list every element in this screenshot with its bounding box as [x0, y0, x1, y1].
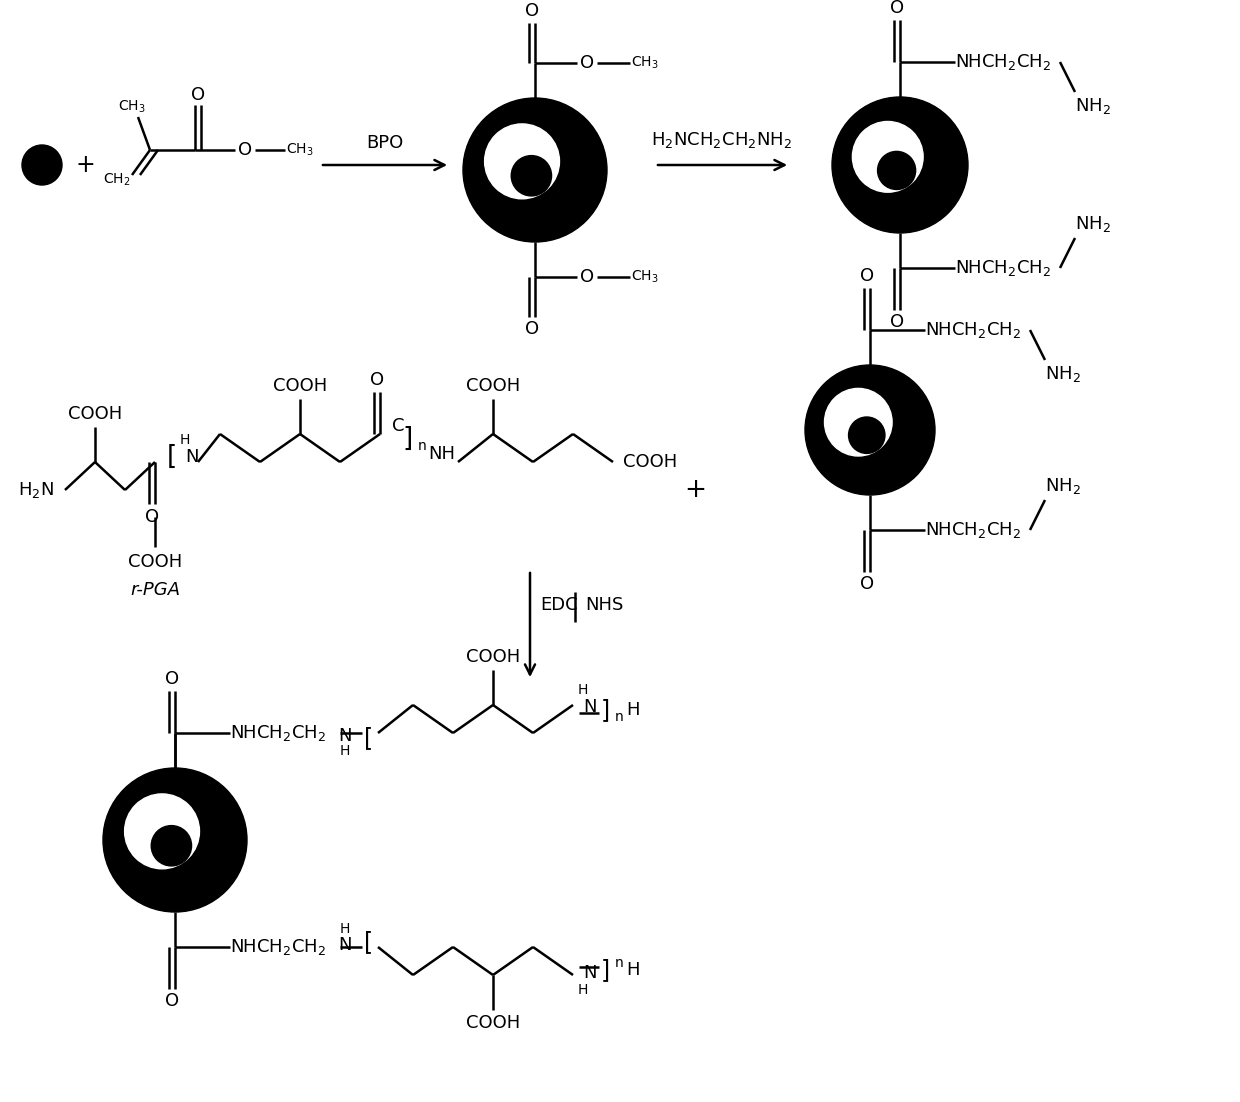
Text: n: n	[418, 439, 427, 453]
Text: O: O	[165, 670, 179, 688]
Text: [: [	[167, 444, 177, 469]
Text: NH: NH	[428, 445, 455, 463]
Text: N: N	[583, 964, 596, 982]
Text: BPO: BPO	[366, 134, 404, 152]
Text: O: O	[890, 0, 904, 17]
Circle shape	[485, 123, 559, 198]
Text: EDC: EDC	[539, 596, 578, 614]
Circle shape	[124, 793, 200, 868]
Text: H: H	[626, 961, 640, 979]
Text: H: H	[340, 744, 350, 758]
Text: COOH: COOH	[128, 553, 182, 571]
Text: COOH: COOH	[273, 377, 327, 395]
Text: [: [	[365, 930, 373, 954]
Circle shape	[832, 97, 968, 233]
Text: $\mathregular{NHCH_2CH_2}$: $\mathregular{NHCH_2CH_2}$	[925, 320, 1022, 341]
Circle shape	[502, 142, 517, 158]
Text: COOH: COOH	[622, 453, 677, 471]
Text: H: H	[626, 701, 640, 719]
Text: O: O	[580, 268, 594, 287]
Circle shape	[22, 145, 62, 185]
Circle shape	[852, 121, 923, 192]
Circle shape	[463, 98, 608, 242]
Text: ]: ]	[601, 958, 610, 982]
Text: +: +	[76, 153, 95, 177]
Text: $\mathregular{CH_3}$: $\mathregular{CH_3}$	[286, 142, 314, 159]
Text: O: O	[890, 313, 904, 331]
Text: $\mathregular{NHCH_2CH_2}$: $\mathregular{NHCH_2CH_2}$	[955, 258, 1052, 278]
Text: $\mathregular{CH_3}$: $\mathregular{CH_3}$	[118, 99, 146, 116]
Text: H: H	[578, 683, 588, 696]
Text: n: n	[615, 710, 624, 724]
Text: N: N	[339, 727, 352, 745]
Circle shape	[841, 406, 854, 419]
Text: H: H	[340, 922, 350, 936]
Text: H: H	[180, 433, 190, 447]
Text: N: N	[185, 449, 198, 466]
Text: COOH: COOH	[466, 1014, 520, 1031]
Text: ]: ]	[601, 698, 610, 722]
Text: $\mathregular{NHCH_2CH_2}$: $\mathregular{NHCH_2CH_2}$	[229, 937, 326, 957]
Circle shape	[825, 388, 892, 456]
Text: N: N	[339, 936, 352, 954]
Text: $\mathregular{NH_2}$: $\mathregular{NH_2}$	[1075, 96, 1111, 116]
Text: $\mathregular{NH_2}$: $\mathregular{NH_2}$	[1075, 214, 1111, 234]
Text: ]: ]	[402, 426, 412, 452]
Text: O: O	[191, 86, 205, 104]
Text: O: O	[859, 267, 874, 285]
Text: O: O	[165, 992, 179, 1011]
Text: $\mathregular{CH_3}$: $\mathregular{CH_3}$	[631, 269, 658, 285]
Text: $\mathregular{NH_2}$: $\mathregular{NH_2}$	[1045, 364, 1081, 383]
Circle shape	[869, 139, 883, 153]
Circle shape	[151, 825, 191, 866]
Text: $\mathregular{NHCH_2CH_2}$: $\mathregular{NHCH_2CH_2}$	[955, 52, 1052, 72]
Text: O: O	[370, 371, 384, 389]
Text: $\mathregular{NHCH_2CH_2}$: $\mathregular{NHCH_2CH_2}$	[925, 520, 1022, 540]
Text: r-PGA: r-PGA	[130, 581, 180, 599]
Text: [: [	[365, 726, 373, 750]
Text: N: N	[583, 698, 596, 716]
Text: COOH: COOH	[466, 648, 520, 666]
Circle shape	[511, 155, 552, 196]
Text: $\mathregular{CH_2}$: $\mathregular{CH_2}$	[103, 172, 130, 188]
Circle shape	[805, 365, 935, 495]
Circle shape	[143, 812, 157, 826]
Text: NHS: NHS	[585, 596, 624, 614]
Text: COOH: COOH	[68, 406, 122, 423]
Text: O: O	[193, 831, 207, 849]
Text: COOH: COOH	[466, 377, 520, 395]
Text: O: O	[525, 2, 539, 20]
Text: +: +	[684, 477, 706, 503]
Text: n: n	[615, 957, 624, 970]
Text: O: O	[859, 575, 874, 593]
Text: C: C	[392, 417, 404, 435]
Text: O: O	[238, 141, 252, 159]
Circle shape	[878, 151, 915, 190]
Circle shape	[103, 768, 247, 912]
Text: $\mathregular{NH_2}$: $\mathregular{NH_2}$	[1045, 476, 1081, 496]
Text: $\mathregular{NHCH_2CH_2}$: $\mathregular{NHCH_2CH_2}$	[229, 723, 326, 743]
Text: O: O	[525, 320, 539, 338]
Text: $\mathregular{H_2N}$: $\mathregular{H_2N}$	[19, 480, 53, 500]
Text: O: O	[145, 508, 159, 526]
Text: $\mathregular{H_2NCH_2CH_2NH_2}$: $\mathregular{H_2NCH_2CH_2NH_2}$	[651, 130, 792, 150]
Text: O: O	[580, 54, 594, 72]
Text: H: H	[578, 983, 588, 997]
Circle shape	[848, 417, 885, 453]
Text: $\mathregular{CH_3}$: $\mathregular{CH_3}$	[631, 55, 658, 72]
